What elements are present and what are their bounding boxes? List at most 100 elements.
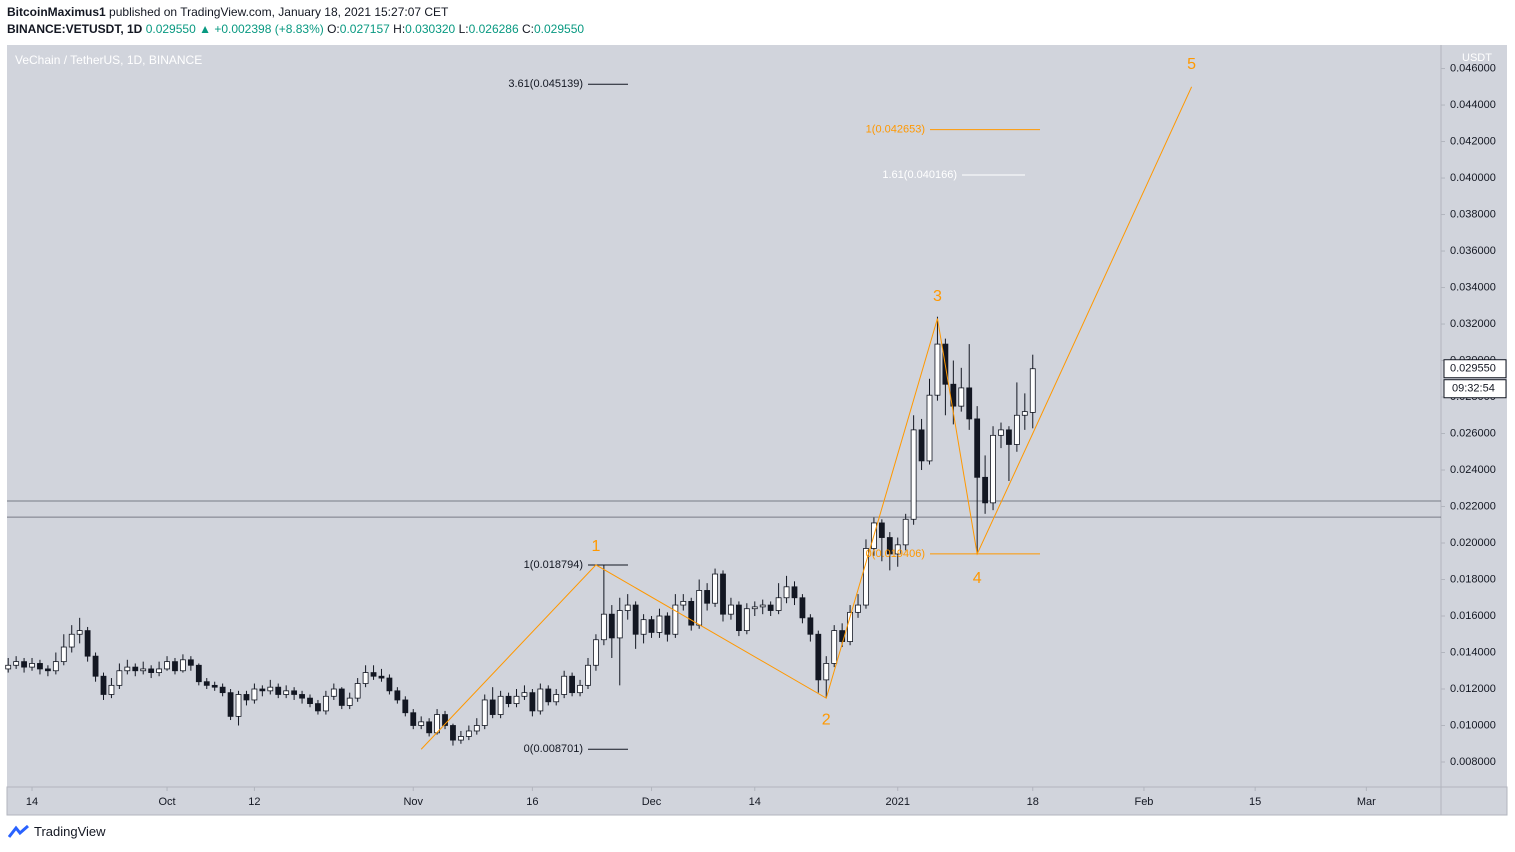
candle-body bbox=[521, 692, 528, 697]
candle-body bbox=[322, 695, 329, 712]
published: published on TradingView.com, January 18… bbox=[109, 5, 449, 19]
y-tick-label: 0.012000 bbox=[1450, 683, 1496, 695]
candle-body bbox=[187, 659, 194, 666]
countdown-box bbox=[1443, 379, 1507, 399]
fib-label: 0(0.019406) bbox=[866, 548, 925, 560]
candle-body bbox=[545, 688, 552, 703]
candle-body bbox=[608, 613, 615, 639]
y-tick-label: 0.038000 bbox=[1450, 208, 1496, 220]
candle-body bbox=[712, 573, 718, 604]
y-tick-label: 0.044000 bbox=[1450, 99, 1496, 111]
x-tick-label: Feb bbox=[1134, 796, 1153, 808]
candle-body bbox=[394, 690, 401, 701]
last: 0.029550 bbox=[145, 22, 196, 36]
candle-body bbox=[735, 604, 742, 632]
candle-body bbox=[481, 699, 488, 726]
candle-body bbox=[29, 663, 35, 668]
header-line1: BitcoinMaximus1 published on TradingView… bbox=[7, 4, 584, 21]
candle-body bbox=[156, 668, 162, 673]
y-tick-label: 0.010000 bbox=[1450, 719, 1496, 731]
candle-body bbox=[140, 668, 147, 672]
candle-body bbox=[5, 664, 12, 670]
candle-body bbox=[172, 661, 178, 672]
y-tick-label: 0.042000 bbox=[1450, 135, 1496, 147]
candle-body bbox=[315, 703, 321, 712]
candle-body bbox=[473, 725, 480, 732]
candle-body bbox=[458, 736, 464, 741]
candle-body bbox=[886, 537, 893, 555]
candle-body bbox=[934, 343, 941, 396]
candle-body bbox=[60, 646, 67, 663]
candle-body bbox=[966, 387, 973, 420]
x-tick-label: Mar bbox=[1357, 796, 1376, 808]
candle-body bbox=[600, 613, 607, 641]
fib-label: 0(0.008701) bbox=[524, 743, 583, 755]
candle-body bbox=[378, 675, 385, 679]
candle-body bbox=[561, 675, 568, 695]
time-axis bbox=[6, 786, 1442, 816]
header-line2: BINANCE:VETUSDT, 1D 0.029550 ▲ +0.002398… bbox=[7, 21, 584, 38]
candle-body bbox=[751, 606, 758, 610]
candle-body bbox=[418, 721, 425, 726]
candle-body bbox=[330, 688, 337, 697]
candle-body bbox=[497, 695, 504, 715]
fib-label: 1(0.018794) bbox=[524, 559, 583, 571]
axis-corner bbox=[1440, 786, 1508, 816]
candle-body bbox=[982, 476, 989, 504]
candle-body bbox=[910, 429, 917, 520]
y-tick-label: 0.032000 bbox=[1450, 318, 1496, 330]
candle-body bbox=[116, 670, 123, 686]
candle-body bbox=[275, 686, 282, 695]
brand: TradingView bbox=[34, 824, 106, 839]
candle-body bbox=[728, 604, 734, 615]
fib-label: 1.61(0.040166) bbox=[882, 169, 957, 181]
candle-body bbox=[251, 688, 258, 701]
candle-body bbox=[370, 672, 377, 677]
footer: TradingView bbox=[8, 824, 106, 839]
candle-body bbox=[13, 661, 20, 666]
candle-body bbox=[799, 597, 806, 619]
candle-body bbox=[585, 664, 591, 686]
candle-body bbox=[76, 630, 83, 635]
candle-body bbox=[815, 633, 822, 681]
candle-body bbox=[68, 633, 75, 648]
candle-body bbox=[52, 661, 59, 672]
y-tick-label: 0.034000 bbox=[1450, 281, 1496, 293]
x-tick-label: 15 bbox=[1249, 796, 1261, 808]
candle-body bbox=[1021, 411, 1028, 416]
candle-body bbox=[1029, 368, 1036, 413]
candle-body bbox=[227, 692, 234, 717]
x-tick-label: 14 bbox=[749, 796, 761, 808]
candle-body bbox=[688, 601, 695, 626]
candle-body bbox=[45, 668, 51, 672]
candle-body bbox=[990, 434, 996, 504]
candle-body bbox=[648, 619, 655, 633]
candle-body bbox=[1013, 414, 1020, 445]
change: ▲ +0.002398 (+8.83%) bbox=[199, 22, 324, 36]
countdown: 09:32:54 bbox=[1452, 383, 1495, 395]
y-tick-label: 0.020000 bbox=[1450, 537, 1496, 549]
candle-body bbox=[307, 697, 313, 705]
candle-body bbox=[918, 429, 925, 462]
candle-body bbox=[21, 661, 27, 668]
candle-body bbox=[108, 684, 115, 695]
header: BitcoinMaximus1 published on TradingView… bbox=[7, 4, 584, 38]
candle-body bbox=[616, 610, 623, 639]
author: BitcoinMaximus1 bbox=[7, 5, 106, 19]
candle-body bbox=[362, 672, 369, 684]
chart-title: VeChain / TetherUS, 1D, BINANCE bbox=[15, 53, 202, 67]
candle-body bbox=[855, 604, 861, 613]
y-tick-label: 0.008000 bbox=[1450, 756, 1496, 768]
candle-body bbox=[1006, 429, 1012, 445]
wave-label: 4 bbox=[973, 570, 982, 587]
candle-body bbox=[84, 630, 91, 657]
y-tick-label: 0.018000 bbox=[1450, 573, 1496, 585]
candle-body bbox=[720, 573, 726, 615]
x-tick-label: Nov bbox=[403, 796, 423, 808]
candle-body bbox=[259, 688, 266, 692]
candle-body bbox=[537, 688, 544, 712]
candle-body bbox=[92, 655, 99, 677]
wave-label: 5 bbox=[1187, 56, 1196, 73]
